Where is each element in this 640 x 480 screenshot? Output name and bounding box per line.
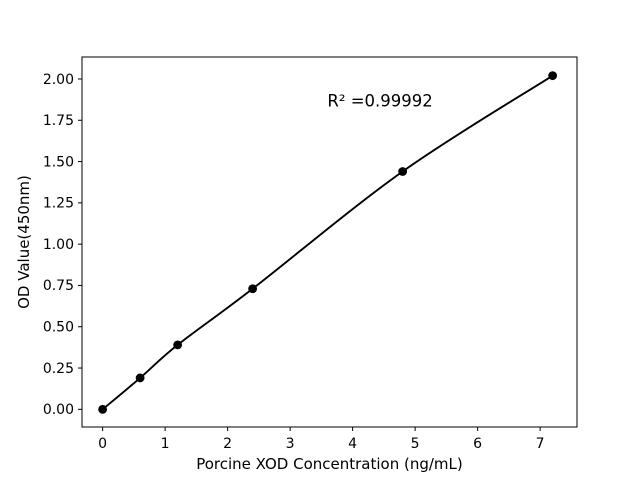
x-axis-tick-label: 7 — [536, 436, 545, 452]
y-axis-tick-label: 1.50 — [43, 154, 74, 170]
data-point — [248, 284, 258, 294]
y-axis-tick-label: 1.00 — [43, 237, 74, 253]
plot-area — [81, 56, 578, 428]
x-axis-label: Porcine XOD Concentration (ng/mL) — [196, 455, 463, 473]
data-point — [548, 71, 558, 81]
y-axis-tick-label: 2.00 — [43, 72, 74, 88]
data-point — [173, 340, 183, 350]
x-axis-tick-label: 6 — [473, 436, 482, 452]
data-point — [98, 404, 108, 414]
x-axis-tick-label: 4 — [348, 436, 357, 452]
x-axis-tick-label: 3 — [286, 436, 295, 452]
y-axis-tick-label: 1.25 — [43, 196, 74, 212]
axes-ticks: 0 1 2 3 4 5 6 7 0.00 0.25 0.50 0.75 1.00 1.25 1.50 1.75… — [43, 72, 545, 452]
x-axis-tick-label: 5 — [411, 436, 420, 452]
y-axis-label: OD Value(450nm) — [15, 175, 33, 309]
data-point — [398, 167, 408, 176]
y-axis-tick-label: 0.25 — [43, 361, 74, 377]
y-axis-tick-label: 0.50 — [43, 320, 74, 336]
x-axis-tick-label: 1 — [161, 436, 170, 452]
y-axis-tick-label: 0.00 — [43, 402, 74, 418]
y-axis-tick-label: 0.75 — [43, 278, 74, 294]
data-series — [98, 71, 558, 414]
r-squared-annotation: R² =0.99992 — [327, 91, 432, 110]
fit-line — [102, 74, 554, 411]
x-axis-tick-label: 2 — [223, 436, 232, 452]
x-axis-tick-label: 0 — [98, 436, 107, 452]
data-point — [135, 373, 145, 383]
y-axis-tick-label: 1.75 — [43, 113, 74, 129]
